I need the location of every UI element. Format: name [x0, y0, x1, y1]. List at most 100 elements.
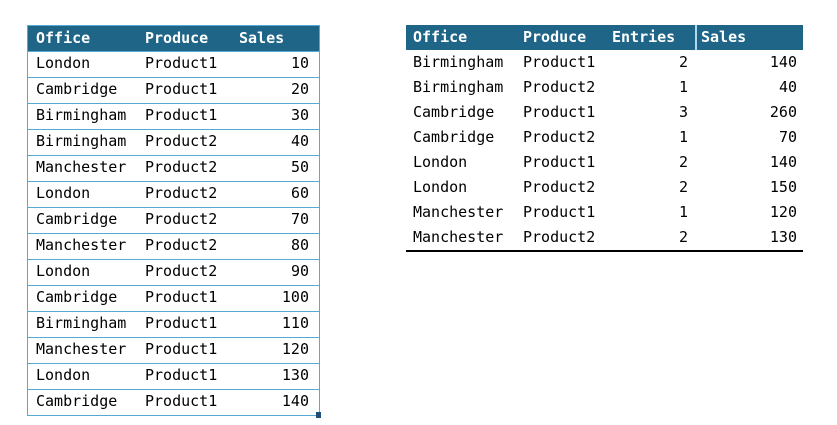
summary-table-header-row: Office Produce Entries Sales: [406, 25, 803, 50]
cell[interactable]: 70: [290, 210, 309, 228]
cell[interactable]: Product2: [523, 228, 596, 246]
cell[interactable]: Product1: [523, 203, 596, 221]
cell[interactable]: 130: [769, 228, 797, 246]
cell[interactable]: Cambridge: [36, 210, 118, 228]
cell[interactable]: 100: [281, 288, 309, 306]
cell[interactable]: Product2: [523, 78, 596, 96]
cell[interactable]: Product2: [145, 184, 218, 202]
cell[interactable]: 2: [678, 178, 688, 196]
cell[interactable]: Cambridge: [36, 80, 118, 98]
cell[interactable]: 2: [678, 53, 688, 71]
cell[interactable]: 130: [281, 366, 309, 384]
cell[interactable]: Product1: [523, 153, 596, 171]
cell[interactable]: Product1: [523, 103, 596, 121]
header-cell-office[interactable]: Office: [36, 29, 91, 47]
table-row: Manchester Product1 1 120: [406, 200, 803, 225]
cell[interactable]: 140: [769, 53, 797, 71]
cell[interactable]: 40: [778, 78, 797, 96]
cell[interactable]: Product1: [145, 54, 218, 72]
cell[interactable]: Product1: [145, 366, 218, 384]
cell[interactable]: Cambridge: [413, 128, 495, 146]
cell[interactable]: Birmingham: [36, 132, 127, 150]
cell[interactable]: Product2: [145, 132, 218, 150]
header-cell-entries[interactable]: Entries: [612, 28, 676, 46]
table-row: Cambridge Product2 70: [28, 207, 319, 233]
cell[interactable]: Product1: [145, 80, 218, 98]
table-row: Birmingham Product2 1 40: [406, 75, 803, 100]
cell[interactable]: 120: [769, 203, 797, 221]
cell[interactable]: Cambridge: [36, 392, 118, 410]
cell[interactable]: 110: [281, 314, 309, 332]
cell[interactable]: London: [36, 184, 91, 202]
cell[interactable]: 80: [290, 236, 309, 254]
cell[interactable]: 3: [678, 103, 688, 121]
cell[interactable]: Product2: [145, 262, 218, 280]
cell[interactable]: 150: [769, 178, 797, 196]
cell[interactable]: Manchester: [413, 228, 504, 246]
table-row: Cambridge Product2 1 70: [406, 125, 803, 150]
header-cell-produce[interactable]: Produce: [145, 29, 209, 47]
cell[interactable]: 1: [678, 203, 688, 221]
header-cell-sales[interactable]: Sales: [695, 25, 803, 50]
cell[interactable]: Product2: [145, 210, 218, 228]
cell[interactable]: London: [413, 153, 468, 171]
cell[interactable]: 120: [281, 340, 309, 358]
cell[interactable]: 260: [769, 103, 797, 121]
cell[interactable]: 140: [281, 392, 309, 410]
cell[interactable]: Manchester: [36, 158, 127, 176]
summary-table-body: Birmingham Product1 2 140 Birmingham Product2…: [406, 50, 803, 250]
cell[interactable]: 60: [290, 184, 309, 202]
cell[interactable]: London: [36, 262, 91, 280]
cell[interactable]: 70: [778, 128, 797, 146]
cell[interactable]: Manchester: [36, 236, 127, 254]
cell[interactable]: Birmingham: [413, 53, 504, 71]
cell[interactable]: Product1: [145, 314, 218, 332]
cell[interactable]: Manchester: [36, 340, 127, 358]
cell[interactable]: 10: [290, 54, 309, 72]
cell[interactable]: Cambridge: [413, 103, 495, 121]
cell[interactable]: 20: [290, 80, 309, 98]
header-cell-office[interactable]: Office: [413, 28, 468, 46]
cell[interactable]: Product2: [523, 128, 596, 146]
cell[interactable]: 2: [678, 228, 688, 246]
source-table: Office Produce Sales London Product1 10 Cambr…: [27, 25, 321, 418]
cell[interactable]: 1: [678, 128, 688, 146]
table-resize-handle[interactable]: [316, 412, 321, 418]
cell[interactable]: 30: [290, 106, 309, 124]
cell[interactable]: Product2: [145, 158, 218, 176]
table-row: London Product2 2 150: [406, 175, 803, 200]
cell[interactable]: Birmingham: [413, 78, 504, 96]
cell[interactable]: 90: [290, 262, 309, 280]
cell[interactable]: London: [36, 54, 91, 72]
cell[interactable]: Product1: [523, 53, 596, 71]
header-cell-sales[interactable]: Sales: [239, 29, 285, 47]
table-row: Cambridge Product1 3 260: [406, 100, 803, 125]
table-row: London Product2 60: [28, 181, 319, 207]
cell[interactable]: 140: [769, 153, 797, 171]
cell[interactable]: Product2: [523, 178, 596, 196]
cell[interactable]: 1: [678, 78, 688, 96]
cell[interactable]: 40: [290, 132, 309, 150]
cell[interactable]: Product1: [145, 340, 218, 358]
cell[interactable]: Birmingham: [36, 314, 127, 332]
source-table-body: London Product1 10 Cambridge Product1 20 Birmi…: [28, 51, 319, 415]
table-row: Birmingham Product2 40: [28, 129, 319, 155]
cell[interactable]: Manchester: [413, 203, 504, 221]
cell[interactable]: Cambridge: [36, 288, 118, 306]
table-row: London Product1 10: [28, 51, 319, 77]
table-row: Manchester Product2 80: [28, 233, 319, 259]
cell[interactable]: Birmingham: [36, 106, 127, 124]
cell[interactable]: Product2: [145, 236, 218, 254]
cell[interactable]: Product1: [145, 392, 218, 410]
table-row: Manchester Product2 2 130: [406, 225, 803, 250]
cell[interactable]: London: [413, 178, 468, 196]
table-row: Manchester Product2 50: [28, 155, 319, 181]
header-cell-produce[interactable]: Produce: [523, 28, 587, 46]
cell[interactable]: 2: [678, 153, 688, 171]
cell[interactable]: 50: [290, 158, 309, 176]
cell[interactable]: Product1: [145, 288, 218, 306]
cell[interactable]: London: [36, 366, 91, 384]
source-table-header-row: Office Produce Sales: [28, 26, 319, 51]
cell[interactable]: Product1: [145, 106, 218, 124]
